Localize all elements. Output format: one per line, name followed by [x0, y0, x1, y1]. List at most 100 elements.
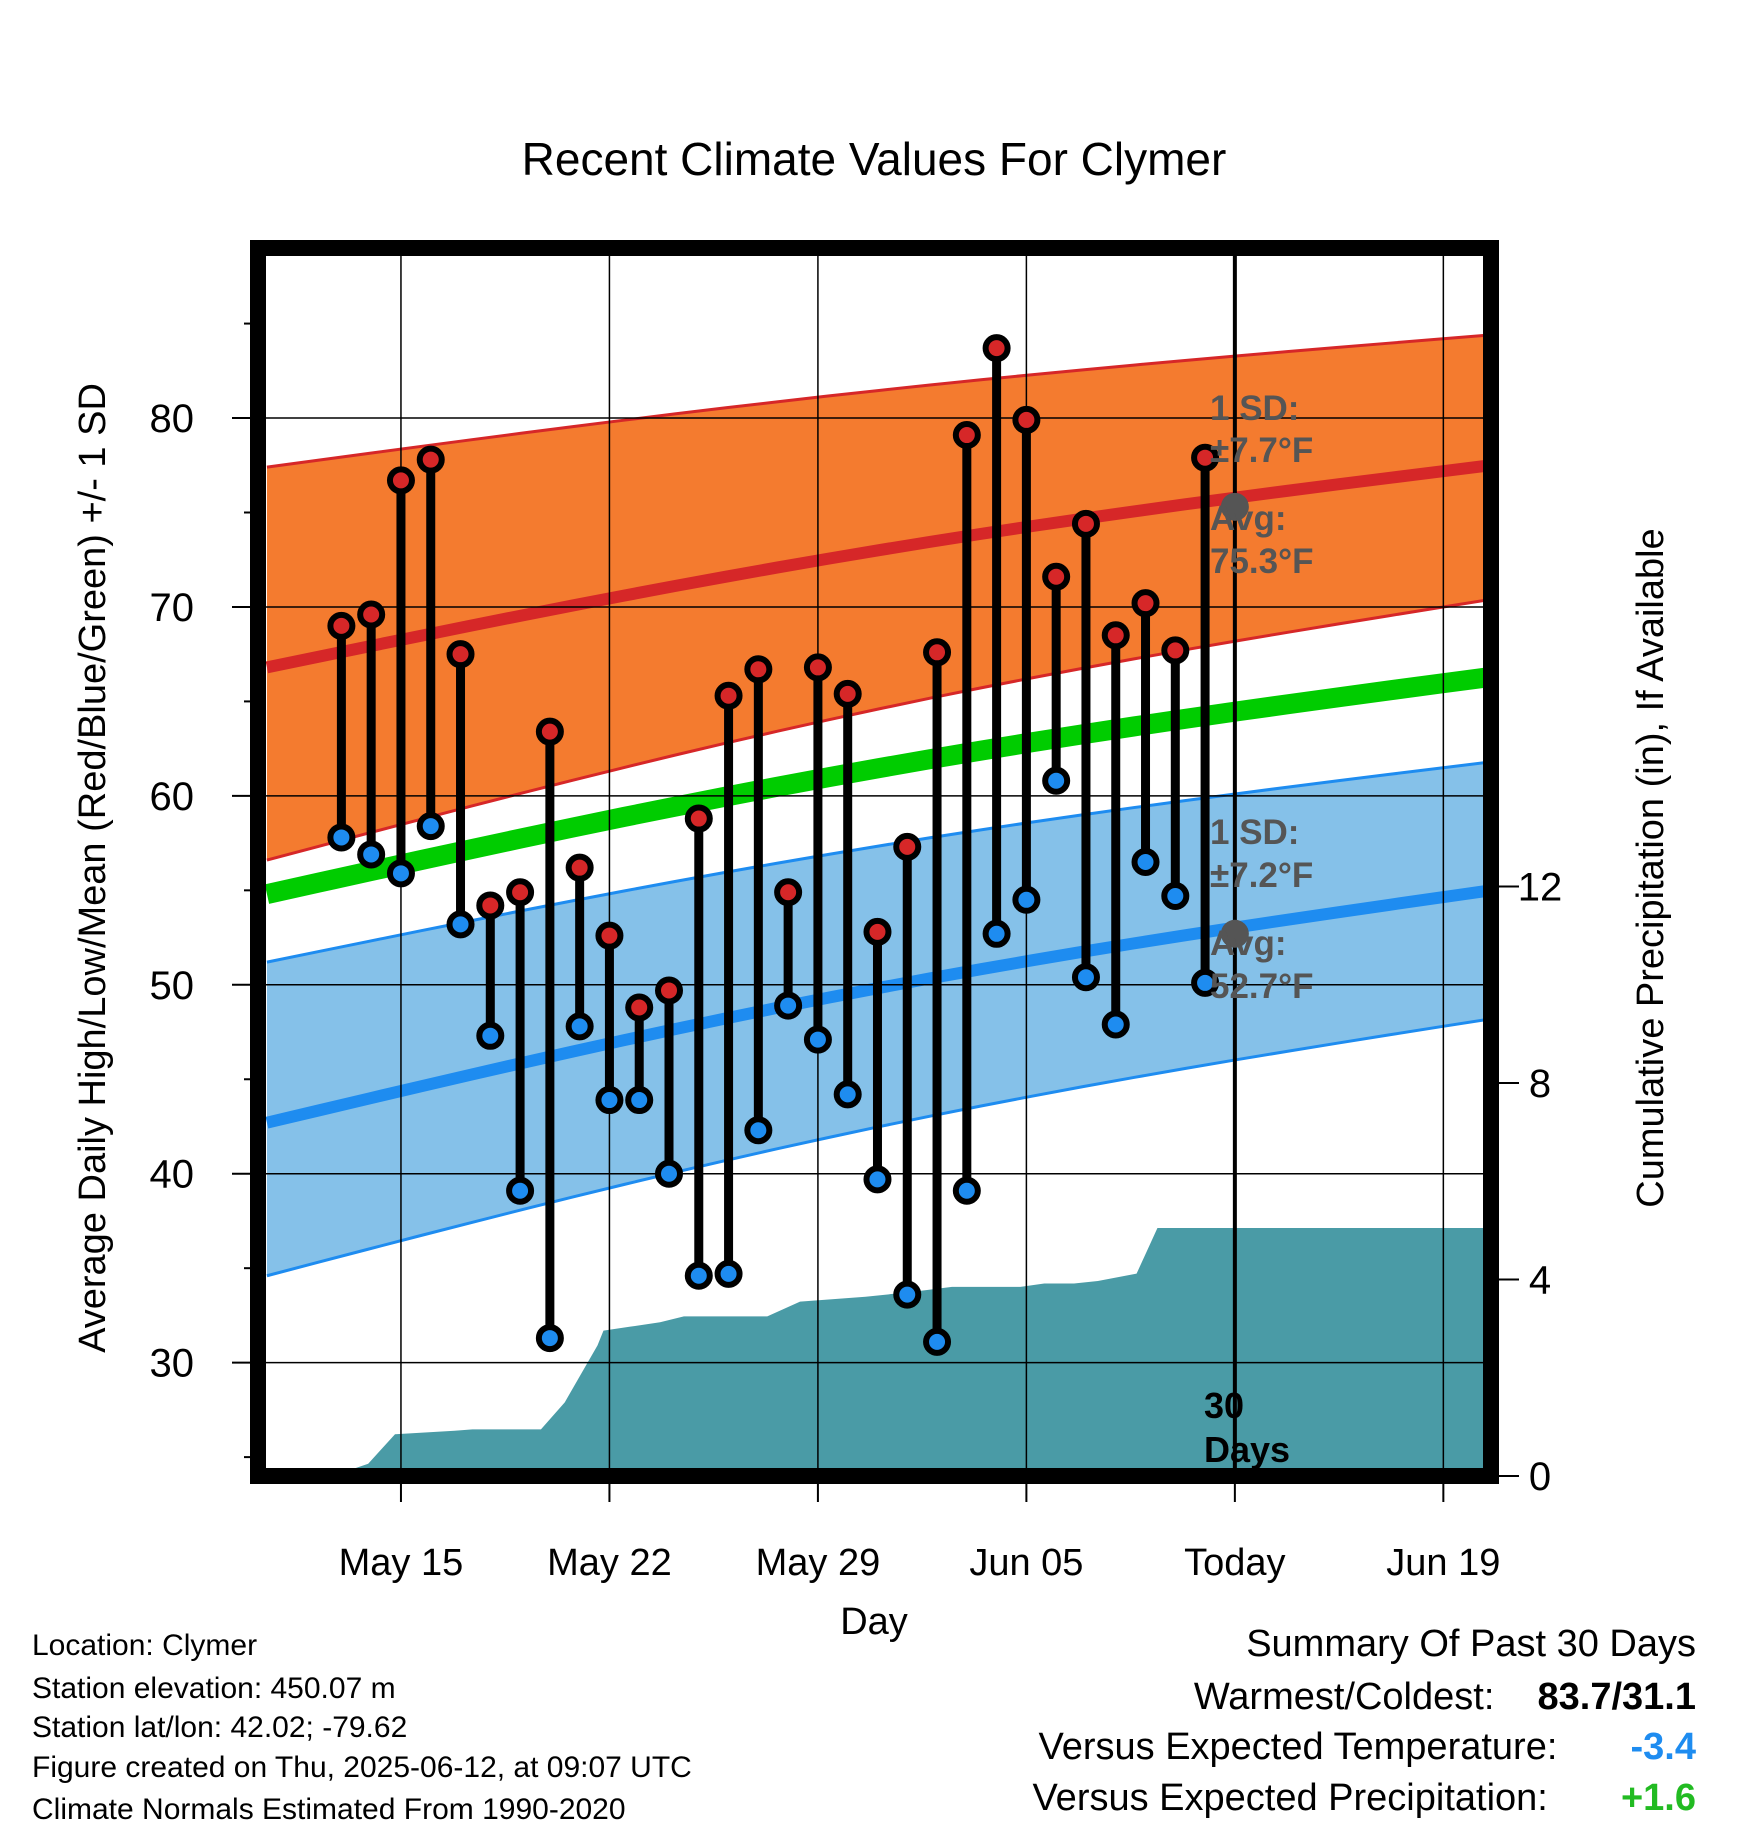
high-sd-label: 1 SD: — [1210, 389, 1299, 428]
daily-low-point — [893, 1280, 922, 1309]
daily-low-point — [1191, 968, 1220, 997]
daily-high-point — [952, 421, 981, 450]
low-sd-value: ±7.2°F — [1210, 856, 1313, 895]
summary-warm-cold: Warmest/Coldest: 83.7/31.1 — [1194, 1676, 1696, 1719]
daily-high-point — [1131, 589, 1160, 618]
high-band-upper-edge — [266, 333, 1491, 469]
days-word: Days — [1204, 1429, 1290, 1470]
daily-low-point — [357, 840, 386, 869]
daily-high-point — [1191, 443, 1220, 472]
y2-tick-label: 4 — [1529, 1259, 1551, 1303]
chart-title: Recent Climate Values For Clymer — [522, 133, 1227, 185]
daily-high-point — [893, 832, 922, 861]
daily-high-point — [416, 445, 445, 474]
today-layer — [1220, 248, 1249, 1476]
daily-low-point — [952, 1176, 981, 1205]
daily-low-point — [595, 1086, 624, 1115]
daily-low-point — [565, 1012, 594, 1041]
today-avg-high-dot — [1220, 492, 1249, 521]
daily-low-point — [446, 910, 475, 939]
daily-low-point — [1042, 766, 1071, 795]
daily-high-point — [1161, 636, 1190, 665]
daily-high-point — [565, 853, 594, 882]
daily-high-point — [595, 921, 624, 950]
high-avg-value: 75.3°F — [1210, 542, 1314, 581]
low-avg-value: 52.7°F — [1210, 967, 1314, 1006]
x-tick-label: May 29 — [756, 1542, 881, 1584]
daily-high-point — [357, 600, 386, 629]
summary-temp: Versus Expected Temperature: -3.4 — [1038, 1726, 1696, 1769]
high-sd-value: ±7.7°F — [1210, 431, 1313, 470]
daily-high-point — [625, 993, 654, 1022]
y2-tick-label: 0 — [1529, 1455, 1551, 1499]
x-axis-label: Day — [840, 1601, 908, 1643]
daily-high-point — [506, 878, 535, 907]
daily-high-point — [982, 334, 1011, 363]
daily-low-point — [535, 1324, 564, 1353]
y-tick-label: 40 — [150, 1153, 195, 1197]
daily-low-point — [774, 991, 803, 1020]
daily-high-point — [476, 891, 505, 920]
temp-value: -3.4 — [1630, 1726, 1696, 1768]
summary-heading: Summary Of Past 30 Days — [1246, 1623, 1696, 1665]
daily-low-point — [416, 812, 445, 841]
daily-low-point — [386, 859, 415, 888]
daily-low-point — [833, 1080, 862, 1109]
daily-low-point — [982, 919, 1011, 948]
daily-low-point — [744, 1116, 773, 1145]
x-tick-label: Jun 19 — [1386, 1542, 1500, 1584]
low-sd-label: 1 SD: — [1210, 813, 1299, 852]
info-normals: Climate Normals Estimated From 1990-2020 — [32, 1793, 626, 1826]
daily-high-point — [1071, 509, 1100, 538]
daily-low-point — [923, 1327, 952, 1356]
high-annotation: 1 SD: ±7.7°F Avg: 75.3°F — [1210, 389, 1314, 581]
y-axis-label: Average Daily High/Low/Mean (Red/Blue/Gr… — [72, 383, 114, 1353]
info-latlon: Station lat/lon: 42.02; -79.62 — [32, 1711, 408, 1744]
frame-layer — [250, 240, 1499, 1484]
daily-high-point — [863, 917, 892, 946]
daily-high-point — [446, 640, 475, 669]
daily-low-point — [1012, 885, 1041, 914]
info-created: Figure created on Thu, 2025-06-12, at 09… — [32, 1751, 692, 1784]
low-avg-label: Avg: — [1210, 924, 1286, 963]
low-annotation: 1 SD: ±7.2°F Avg: 52.7°F — [1210, 813, 1314, 1006]
daily-high-point — [535, 717, 564, 746]
today-avg-low-dot — [1220, 919, 1249, 948]
high-sd-band — [266, 334, 1491, 861]
x-tick-label: Jun 05 — [969, 1542, 1083, 1584]
daily-low-point — [327, 823, 356, 852]
y2-tick-label: 8 — [1529, 1062, 1551, 1106]
daily-high-point — [714, 681, 743, 710]
warm-cold-value: 83.7/31.1 — [1537, 1676, 1696, 1718]
daily-high-point — [386, 466, 415, 495]
daily-low-point — [1071, 963, 1100, 992]
y-tick-label: 80 — [150, 397, 195, 441]
daily-high-point — [327, 611, 356, 640]
x-tick-label: May 22 — [547, 1542, 672, 1584]
high-band-lower-edge — [266, 597, 1491, 862]
daily-high-point — [803, 653, 832, 682]
normal-high-line — [265, 459, 1491, 674]
daily-high-point — [684, 804, 713, 833]
info-location: Location: Clymer — [32, 1629, 258, 1662]
daily-low-point — [803, 1025, 832, 1054]
daily-low-point — [625, 1086, 654, 1115]
y2-axis-label: Cumulative Precipitation (in), If Availa… — [1630, 528, 1672, 1207]
y-tick-label: 70 — [150, 586, 195, 630]
summary-precip: Versus Expected Precipitation: +1.6 — [1032, 1777, 1696, 1820]
plot-frame — [250, 240, 1499, 1484]
daily-low-point — [714, 1259, 743, 1288]
daily-high-point — [1042, 562, 1071, 591]
daily-high-point — [1012, 405, 1041, 434]
daily-low-point — [476, 1021, 505, 1050]
daily-low-point — [863, 1165, 892, 1194]
daily-low-point — [1131, 848, 1160, 876]
info-elevation: Station elevation: 450.07 m — [32, 1672, 396, 1705]
x-tick-label: May 15 — [339, 1542, 464, 1584]
x-tick-label: Today — [1184, 1542, 1285, 1584]
daily-high-point — [1101, 621, 1130, 650]
daily-high-point — [774, 878, 803, 907]
days-count: 30 — [1204, 1385, 1244, 1426]
daily-high-point — [833, 679, 862, 708]
daily-low-point — [655, 1159, 683, 1188]
